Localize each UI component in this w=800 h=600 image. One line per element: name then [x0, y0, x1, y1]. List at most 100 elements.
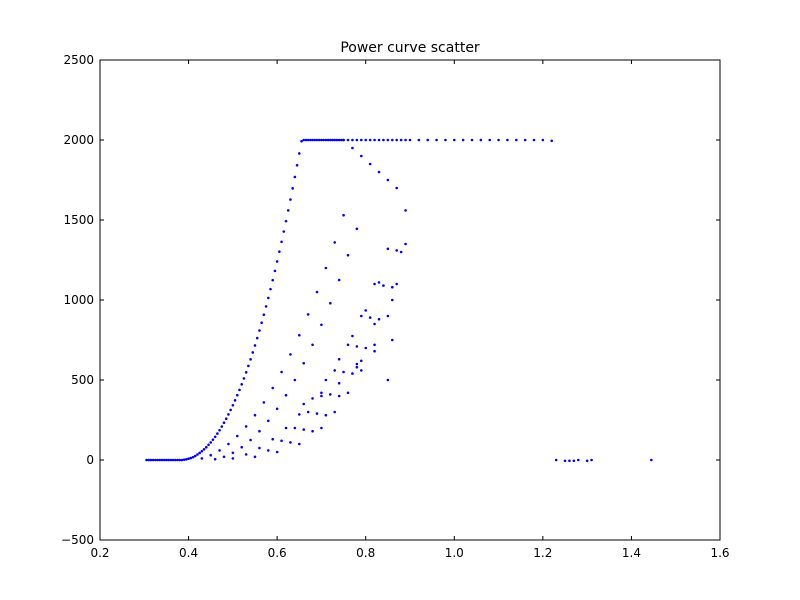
x-tick-label: 0.2: [90, 546, 109, 560]
data-point: [408, 138, 412, 142]
data-point: [273, 269, 277, 273]
data-point: [269, 287, 272, 291]
data-point: [180, 458, 184, 462]
data-point: [328, 301, 332, 305]
data-point: [211, 438, 215, 441]
data-point: [328, 393, 332, 396]
data-point: [326, 138, 330, 142]
data-point: [373, 282, 376, 286]
x-tick-label: 1.6: [710, 546, 729, 560]
data-point: [284, 426, 288, 430]
data-point: [209, 453, 213, 457]
data-point: [260, 321, 263, 325]
data-point: [311, 429, 314, 433]
data-point: [585, 459, 589, 463]
data-point: [320, 391, 323, 395]
chart-title: Power curve scatter: [340, 40, 480, 56]
data-point: [368, 316, 372, 319]
data-point: [284, 393, 288, 397]
data-point: [470, 138, 474, 142]
data-point: [275, 260, 279, 263]
data-point: [231, 457, 235, 460]
y-tick-label: 1000: [63, 293, 94, 307]
y-tick-label: 1500: [63, 213, 94, 227]
data-point: [244, 425, 248, 428]
data-point: [377, 317, 381, 321]
data-point: [313, 138, 317, 142]
data-point: [229, 408, 232, 412]
data-point: [650, 458, 653, 462]
y-tick-label: 0: [86, 453, 94, 467]
data-point: [541, 138, 545, 142]
data-point: [324, 138, 328, 142]
data-point: [218, 428, 221, 432]
data-point: [302, 428, 306, 431]
data-point: [399, 250, 403, 254]
data-point: [335, 138, 339, 142]
data-point: [359, 314, 363, 318]
data-point: [182, 458, 186, 461]
data-point: [333, 369, 337, 372]
data-point: [280, 439, 283, 443]
data-point: [532, 138, 536, 142]
data-point: [207, 443, 210, 447]
data-point: [364, 309, 368, 312]
data-point: [337, 278, 341, 282]
data-point: [342, 138, 345, 142]
data-point: [315, 290, 319, 294]
data-point: [216, 432, 219, 435]
data-point: [176, 458, 179, 462]
data-point: [444, 138, 447, 142]
data-point: [514, 138, 518, 142]
data-point: [404, 242, 407, 246]
data-point: [337, 138, 341, 142]
data-point: [291, 187, 294, 190]
data-point: [242, 377, 246, 380]
x-axis: 0.2 0.4 0.6 0.8 1.0 1.2 1.4 1.6: [90, 60, 730, 560]
data-point: [297, 333, 301, 337]
data-point: [231, 451, 235, 455]
data-point: [563, 459, 567, 463]
y-tick-label: 2500: [63, 53, 94, 67]
data-point: [328, 138, 332, 142]
data-point: [479, 138, 483, 142]
data-point: [355, 365, 359, 369]
data-point: [196, 453, 199, 456]
data-point: [198, 451, 201, 455]
data-point: [364, 138, 368, 142]
data-point: [258, 329, 261, 332]
data-point: [227, 413, 230, 416]
data-point: [373, 138, 376, 142]
data-point: [173, 458, 177, 462]
data-point: [395, 282, 399, 286]
data-point: [278, 250, 281, 253]
data-point: [324, 413, 328, 417]
data-point: [235, 434, 239, 438]
data-point: [293, 378, 297, 382]
data-point: [390, 338, 394, 342]
plot-frame: [99, 59, 721, 541]
y-tick-label: 2000: [63, 133, 94, 147]
data-point: [395, 249, 399, 252]
data-point: [258, 429, 261, 433]
x-tick-label: 1.2: [533, 546, 552, 560]
data-point: [289, 198, 292, 201]
data-point: [191, 455, 195, 459]
y-tick-label: −500: [61, 533, 94, 547]
data-point: [200, 457, 204, 460]
data-point: [280, 240, 283, 244]
data-point: [333, 138, 337, 142]
data-point: [300, 139, 303, 143]
data-point: [351, 138, 354, 142]
data-point: [271, 386, 275, 390]
data-point: [355, 345, 359, 348]
data-point: [373, 343, 376, 347]
data-point: [506, 138, 509, 142]
data-point: [251, 351, 255, 354]
data-point: [213, 435, 217, 439]
data-point: [340, 138, 343, 142]
data-point: [390, 138, 394, 142]
data-point: [266, 296, 270, 300]
data-point: [315, 412, 319, 415]
data-point: [295, 163, 299, 167]
